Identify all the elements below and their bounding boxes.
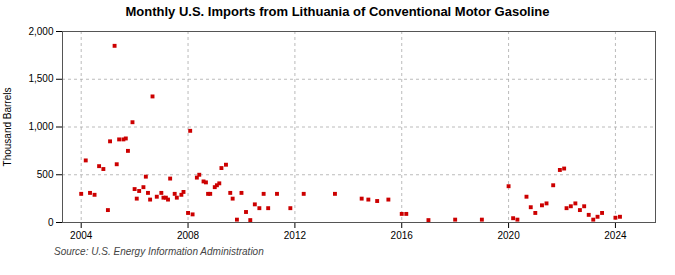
svg-text:2012: 2012 bbox=[284, 230, 307, 241]
svg-text:2024: 2024 bbox=[604, 230, 627, 241]
svg-text:500: 500 bbox=[37, 169, 54, 180]
svg-text:0: 0 bbox=[48, 217, 54, 228]
svg-text:2,000: 2,000 bbox=[28, 26, 53, 37]
html-text:Monthly U.S. Imports from Lith: Monthly U.S. Imports from Lithuania of C… bbox=[125, 4, 550, 19]
svg-text:2004: 2004 bbox=[70, 230, 93, 241]
svg-text:2016: 2016 bbox=[391, 230, 414, 241]
svg-text:1,500: 1,500 bbox=[28, 73, 53, 84]
html-text:Source: U.S. Energy Informatio: Source: U.S. Energy Information Administ… bbox=[54, 246, 264, 257]
svg-text:2020: 2020 bbox=[497, 230, 520, 241]
svg-text:1,000: 1,000 bbox=[28, 121, 53, 132]
svg-text:2008: 2008 bbox=[177, 230, 200, 241]
svg-text:Thousand Barrels: Thousand Barrels bbox=[2, 88, 13, 167]
